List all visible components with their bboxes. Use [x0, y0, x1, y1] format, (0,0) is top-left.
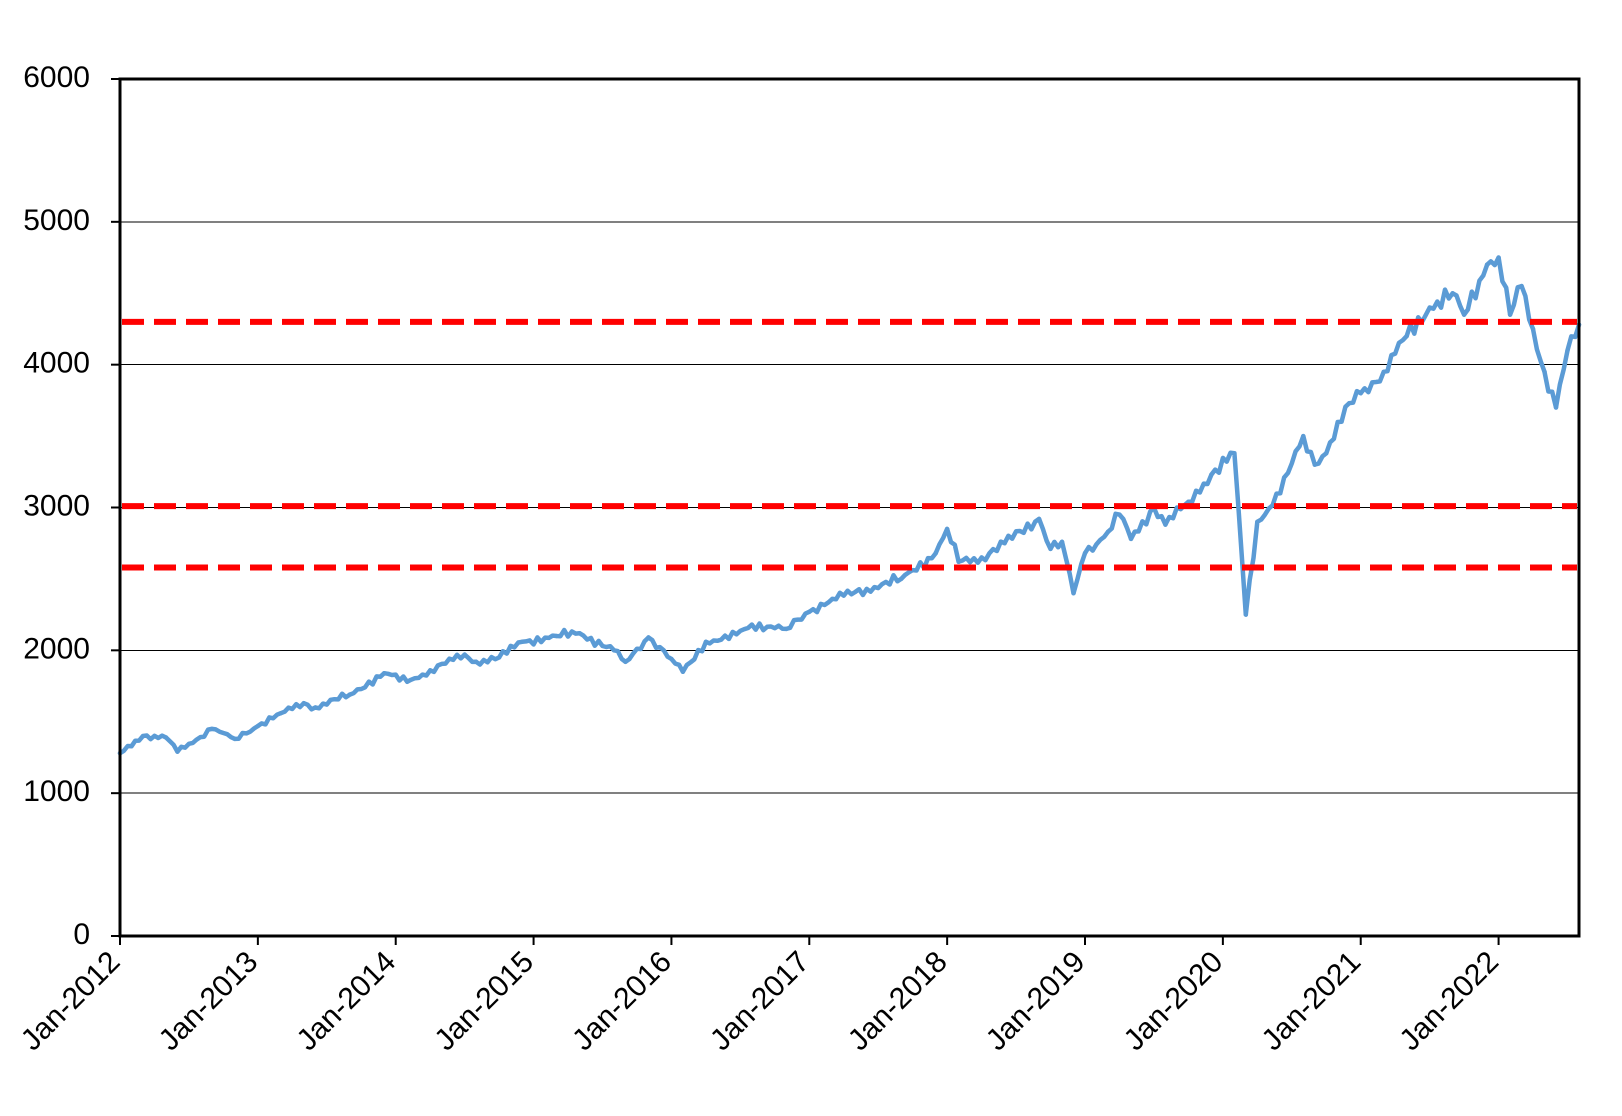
data-point — [1530, 326, 1536, 332]
data-point — [1301, 433, 1306, 439]
y-tick-label: 1000 — [23, 775, 90, 808]
data-point — [301, 700, 307, 706]
data-point — [1358, 391, 1363, 396]
data-point — [1381, 369, 1386, 375]
x-tick-label: Jan-2018 — [842, 945, 954, 1057]
data-point — [898, 576, 904, 582]
data-point — [1565, 348, 1570, 353]
data-point — [1117, 512, 1122, 517]
x-tick-label: Jan-2012 — [15, 945, 127, 1057]
data-point — [1048, 546, 1053, 552]
data-point — [1542, 369, 1547, 375]
data-point — [1278, 491, 1283, 496]
data-point — [1347, 401, 1352, 406]
data-point — [1496, 255, 1501, 260]
data-point — [382, 670, 387, 676]
data-point — [1519, 283, 1524, 289]
data-point — [749, 622, 755, 627]
y-tick-label: 3000 — [23, 489, 90, 522]
data-point — [611, 648, 617, 653]
data-point — [405, 679, 410, 684]
x-tick-label: Jan-2020 — [1118, 945, 1230, 1057]
y-tick-label: 6000 — [23, 61, 90, 94]
y-tick-label: 5000 — [23, 204, 90, 237]
y-tick-label: 2000 — [23, 632, 90, 665]
data-point — [680, 669, 686, 674]
data-point — [944, 526, 950, 532]
data-point — [1128, 536, 1134, 542]
data-point — [519, 639, 525, 644]
x-tick-label: Jan-2016 — [566, 945, 678, 1057]
data-point — [255, 723, 261, 729]
data-point — [1450, 291, 1455, 296]
series-line-0 — [117, 255, 1582, 756]
data-point — [726, 636, 732, 642]
data-point — [1163, 522, 1168, 527]
data-point — [1255, 519, 1260, 524]
reference-lines — [122, 318, 1577, 571]
data-point — [1209, 472, 1214, 477]
data-point — [1324, 451, 1329, 456]
data-point — [1059, 539, 1065, 544]
data-point — [140, 733, 146, 739]
x-tick-label: Jan-2015 — [428, 945, 540, 1057]
x-tick-label: Jan-2019 — [980, 945, 1092, 1057]
data-point — [1071, 591, 1076, 596]
data-point — [1484, 262, 1490, 267]
data-point — [623, 659, 628, 664]
data-point — [1002, 541, 1007, 546]
data-point — [1461, 312, 1467, 317]
data-point — [473, 659, 479, 664]
x-tick-label: Jan-2014 — [290, 945, 402, 1057]
y-tick-label: 4000 — [23, 347, 90, 380]
data-point — [163, 735, 169, 740]
data-point — [577, 630, 582, 636]
data-point — [462, 652, 467, 657]
x-tick-label: Jan-2021 — [1255, 945, 1367, 1057]
data-point — [232, 736, 238, 742]
y-axis-ticks: 0 1000 2000 3000 4000 5000 6000 — [23, 61, 120, 951]
data-point — [1553, 405, 1559, 410]
data-point — [1427, 305, 1432, 310]
plot-area-border — [118, 77, 1581, 938]
data-point — [1507, 312, 1513, 317]
data-point — [784, 626, 789, 632]
gridlines — [120, 221, 1579, 794]
x-axis-ticks: Jan-2012 Jan-2013 Jan-2014 Jan-2015 Jan-2016… — [15, 936, 1505, 1057]
data-point — [979, 555, 984, 560]
data-point — [554, 633, 559, 639]
data-point — [313, 705, 318, 710]
data-point — [1105, 529, 1111, 534]
data-point — [427, 668, 433, 673]
data-point — [1312, 462, 1317, 467]
data-point — [347, 692, 352, 697]
x-tick-label: Jan-2013 — [153, 945, 265, 1057]
data-point — [1243, 612, 1249, 617]
data-point — [933, 551, 938, 556]
x-tick-label: Jan-2017 — [704, 945, 816, 1057]
data-point — [278, 710, 284, 716]
data-point — [175, 749, 180, 754]
data-point — [646, 635, 651, 640]
x-tick-label: Jan-2022 — [1393, 945, 1505, 1057]
data-point — [669, 656, 674, 662]
data-point — [703, 639, 709, 644]
data-point — [1232, 451, 1237, 456]
data-point — [1036, 516, 1042, 522]
data-point — [956, 559, 961, 564]
data-point — [830, 596, 835, 602]
data-point — [1082, 551, 1088, 556]
data-point — [1404, 333, 1409, 339]
series-layer — [117, 255, 1582, 756]
y-tick-label: 0 — [73, 918, 90, 951]
data-point — [864, 586, 869, 592]
data-point — [496, 655, 502, 660]
data-point — [807, 609, 812, 614]
data-point — [1186, 499, 1191, 504]
data-point — [209, 726, 215, 732]
